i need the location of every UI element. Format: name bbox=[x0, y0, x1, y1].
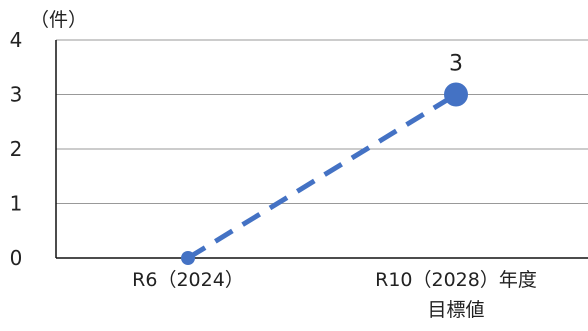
y-axis-unit-label: （件） bbox=[30, 9, 87, 31]
x-category-label-line: 目標値 bbox=[427, 299, 484, 321]
y-tick-label-4: 4 bbox=[10, 28, 23, 52]
x-category-label-line: R6（2024） bbox=[132, 269, 244, 291]
y-tick-label-1: 1 bbox=[10, 192, 23, 216]
series-line-0 bbox=[186, 92, 458, 261]
data-label-1: 3 bbox=[449, 52, 463, 77]
x-category-label-0: R6（2024） bbox=[132, 269, 244, 291]
y-tick-label-0: 0 bbox=[10, 246, 23, 270]
x-category-label-1: R10（2028）年度目標値 bbox=[375, 269, 537, 321]
x-category-label-line: R10（2028）年度 bbox=[375, 269, 537, 291]
data-point-1 bbox=[444, 82, 468, 107]
data-point-0 bbox=[181, 251, 195, 265]
y-tick-label-3: 3 bbox=[10, 83, 23, 107]
y-tick-label-2: 2 bbox=[10, 137, 23, 161]
